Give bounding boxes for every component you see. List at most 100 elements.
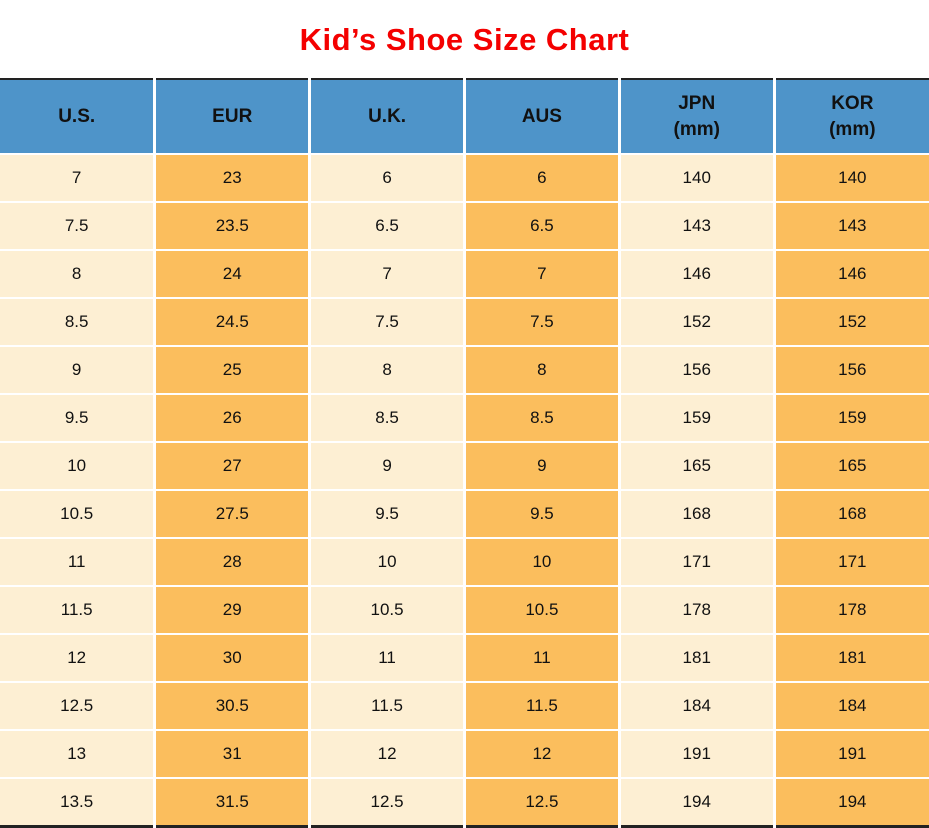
- table-row: 10 27 9 9 165 165: [0, 441, 929, 490]
- column-header-uk: U.K.: [308, 79, 465, 155]
- table-cell: 12.5: [308, 777, 465, 827]
- table-cell: 156: [617, 345, 775, 394]
- table-row: 9 25 8 8 156 156: [0, 345, 929, 394]
- table-row: 13 31 12 12 191 191: [0, 729, 929, 778]
- table-cell: 191: [772, 729, 929, 778]
- table-cell: 6.5: [308, 201, 465, 250]
- table-cell: 6: [462, 153, 620, 202]
- table-cell: 152: [617, 297, 775, 346]
- table-cell: 11: [308, 633, 465, 682]
- table-cell: 11.5: [462, 681, 620, 730]
- table-cell: 178: [617, 585, 775, 634]
- column-header-kor: KOR (mm): [772, 79, 929, 155]
- table-cell: 8.5: [462, 393, 620, 442]
- table-cell: 8: [308, 345, 465, 394]
- table-header-row: U.S. EUR U.K. AUS JPN (mm): [0, 79, 929, 155]
- table-row: 12 30 11 11 181 181: [0, 633, 929, 682]
- table-cell: 27: [153, 441, 310, 490]
- table-cell: 10.5: [308, 585, 465, 634]
- table-body: 7 23 6 6 140 140 7.5 23.5 6.5 6.5 143 143 8 24 7 7 146 14…: [0, 153, 929, 827]
- column-header-us: U.S.: [0, 79, 155, 155]
- table-cell: 27.5: [153, 489, 310, 538]
- column-header-label: KOR: [831, 92, 874, 114]
- table-cell: 159: [617, 393, 775, 442]
- column-header-label: AUS: [521, 105, 562, 127]
- table-row: 11 28 10 10 171 171: [0, 537, 929, 586]
- shoe-size-table: U.S. EUR U.K. AUS JPN (mm): [0, 78, 929, 828]
- table-cell: 24.5: [153, 297, 310, 346]
- table-cell: 171: [772, 537, 929, 586]
- table-cell: 12: [308, 729, 465, 778]
- table-cell: 11.5: [0, 585, 155, 634]
- table-cell: 6.5: [462, 201, 620, 250]
- table-cell: 29: [153, 585, 310, 634]
- table-cell: 11: [462, 633, 620, 682]
- table-cell: 9.5: [0, 393, 155, 442]
- table-cell: 7: [0, 153, 155, 202]
- table-cell: 9.5: [308, 489, 465, 538]
- table-cell: 31: [153, 729, 310, 778]
- table-cell: 184: [617, 681, 775, 730]
- table-cell: 9: [308, 441, 465, 490]
- table-cell: 13: [0, 729, 155, 778]
- table-cell: 9: [0, 345, 155, 394]
- column-header-label: JPN: [678, 92, 716, 114]
- table-cell: 13.5: [0, 777, 155, 827]
- table-cell: 7.5: [462, 297, 620, 346]
- table-cell: 140: [617, 153, 775, 202]
- table-cell: 8.5: [0, 297, 155, 346]
- table-cell: 23: [153, 153, 310, 202]
- table-cell: 10: [462, 537, 620, 586]
- table-cell: 12: [0, 633, 155, 682]
- table-cell: 168: [617, 489, 775, 538]
- table-cell: 191: [617, 729, 775, 778]
- table-cell: 171: [617, 537, 775, 586]
- table-row: 9.5 26 8.5 8.5 159 159: [0, 393, 929, 442]
- table-cell: 25: [153, 345, 310, 394]
- table-cell: 23.5: [153, 201, 310, 250]
- table-cell: 10.5: [0, 489, 155, 538]
- table-cell: 194: [772, 777, 929, 827]
- table-cell: 8: [0, 249, 155, 298]
- table-cell: 178: [772, 585, 929, 634]
- column-header-sub: (mm): [673, 118, 720, 140]
- table-cell: 9: [462, 441, 620, 490]
- table-row: 10.5 27.5 9.5 9.5 168 168: [0, 489, 929, 538]
- table-row: 12.5 30.5 11.5 11.5 184 184: [0, 681, 929, 730]
- table-row: 8 24 7 7 146 146: [0, 249, 929, 298]
- table-cell: 7: [308, 249, 465, 298]
- table-cell: 165: [772, 441, 929, 490]
- table-cell: 12.5: [462, 777, 620, 827]
- column-header-sub: (mm): [829, 118, 876, 140]
- table-cell: 159: [772, 393, 929, 442]
- table-cell: 10: [0, 441, 155, 490]
- table-cell: 146: [617, 249, 775, 298]
- table-cell: 8: [462, 345, 620, 394]
- table-cell: 143: [617, 201, 775, 250]
- table-cell: 11: [0, 537, 155, 586]
- table-cell: 165: [617, 441, 775, 490]
- table-cell: 140: [772, 153, 929, 202]
- table-row: 8.5 24.5 7.5 7.5 152 152: [0, 297, 929, 346]
- table-row: 7 23 6 6 140 140: [0, 153, 929, 202]
- table-cell: 12.5: [0, 681, 155, 730]
- table-cell: 26: [153, 393, 310, 442]
- table-cell: 30: [153, 633, 310, 682]
- column-header-aus: AUS: [462, 79, 620, 155]
- table-cell: 30.5: [153, 681, 310, 730]
- table-cell: 146: [772, 249, 929, 298]
- column-header-label: U.K.: [368, 105, 407, 127]
- table-cell: 7.5: [0, 201, 155, 250]
- column-header-eur: EUR: [153, 79, 310, 155]
- table-cell: 152: [772, 297, 929, 346]
- table-cell: 181: [617, 633, 775, 682]
- table-cell: 12: [462, 729, 620, 778]
- table-row: 11.5 29 10.5 10.5 178 178: [0, 585, 929, 634]
- table-cell: 10.5: [462, 585, 620, 634]
- table-cell: 181: [772, 633, 929, 682]
- table-cell: 31.5: [153, 777, 310, 827]
- table-cell: 6: [308, 153, 465, 202]
- table-cell: 11.5: [308, 681, 465, 730]
- table-cell: 168: [772, 489, 929, 538]
- table-cell: 194: [617, 777, 775, 827]
